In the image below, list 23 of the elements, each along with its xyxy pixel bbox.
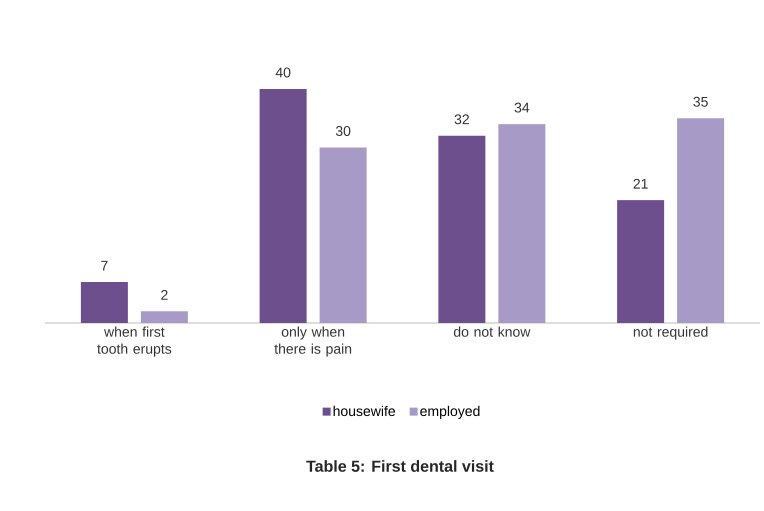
data-label: 21 [634, 178, 648, 189]
data-label: 40 [276, 68, 290, 78]
bar [260, 88, 307, 323]
data-label: 2 [161, 290, 168, 300]
legend-label: employed [420, 406, 480, 419]
bar [677, 118, 724, 323]
x-tick-label: do not know [454, 326, 530, 337]
x-tick-label: when first tooth erupts [97, 326, 172, 357]
text: Table 5: First dental visit [306, 460, 494, 472]
bar [320, 147, 367, 323]
data-label: 7 [101, 260, 108, 271]
bar [438, 136, 486, 323]
legend-label: housewife [334, 406, 396, 416]
data-label: 32 [454, 114, 469, 124]
x-tick-label: not required [634, 326, 708, 340]
data-label: 30 [336, 126, 350, 136]
x-tick-label: only when there is pain [274, 326, 352, 357]
data-label: 35 [693, 96, 708, 107]
bar [617, 200, 664, 323]
bar [80, 282, 128, 323]
bar [140, 311, 188, 323]
bar [498, 124, 546, 323]
data-label: 34 [514, 102, 530, 113]
